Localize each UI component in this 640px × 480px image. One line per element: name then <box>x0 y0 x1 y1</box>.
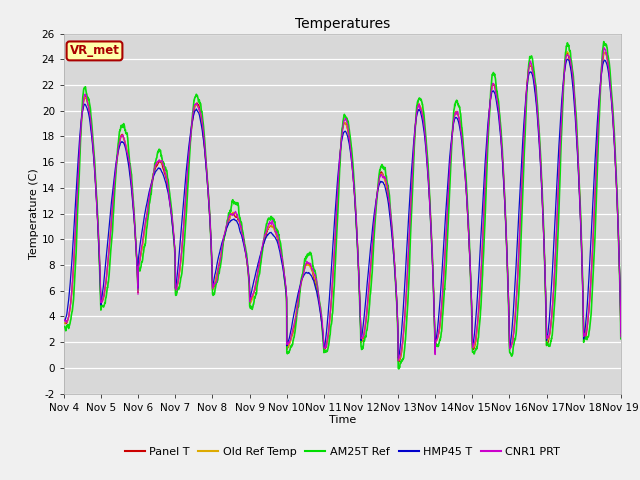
Text: VR_met: VR_met <box>70 44 120 58</box>
Y-axis label: Temperature (C): Temperature (C) <box>29 168 39 259</box>
X-axis label: Time: Time <box>329 415 356 425</box>
Title: Temperatures: Temperatures <box>295 17 390 31</box>
Legend: Panel T, Old Ref Temp, AM25T Ref, HMP45 T, CNR1 PRT: Panel T, Old Ref Temp, AM25T Ref, HMP45 … <box>120 443 564 461</box>
